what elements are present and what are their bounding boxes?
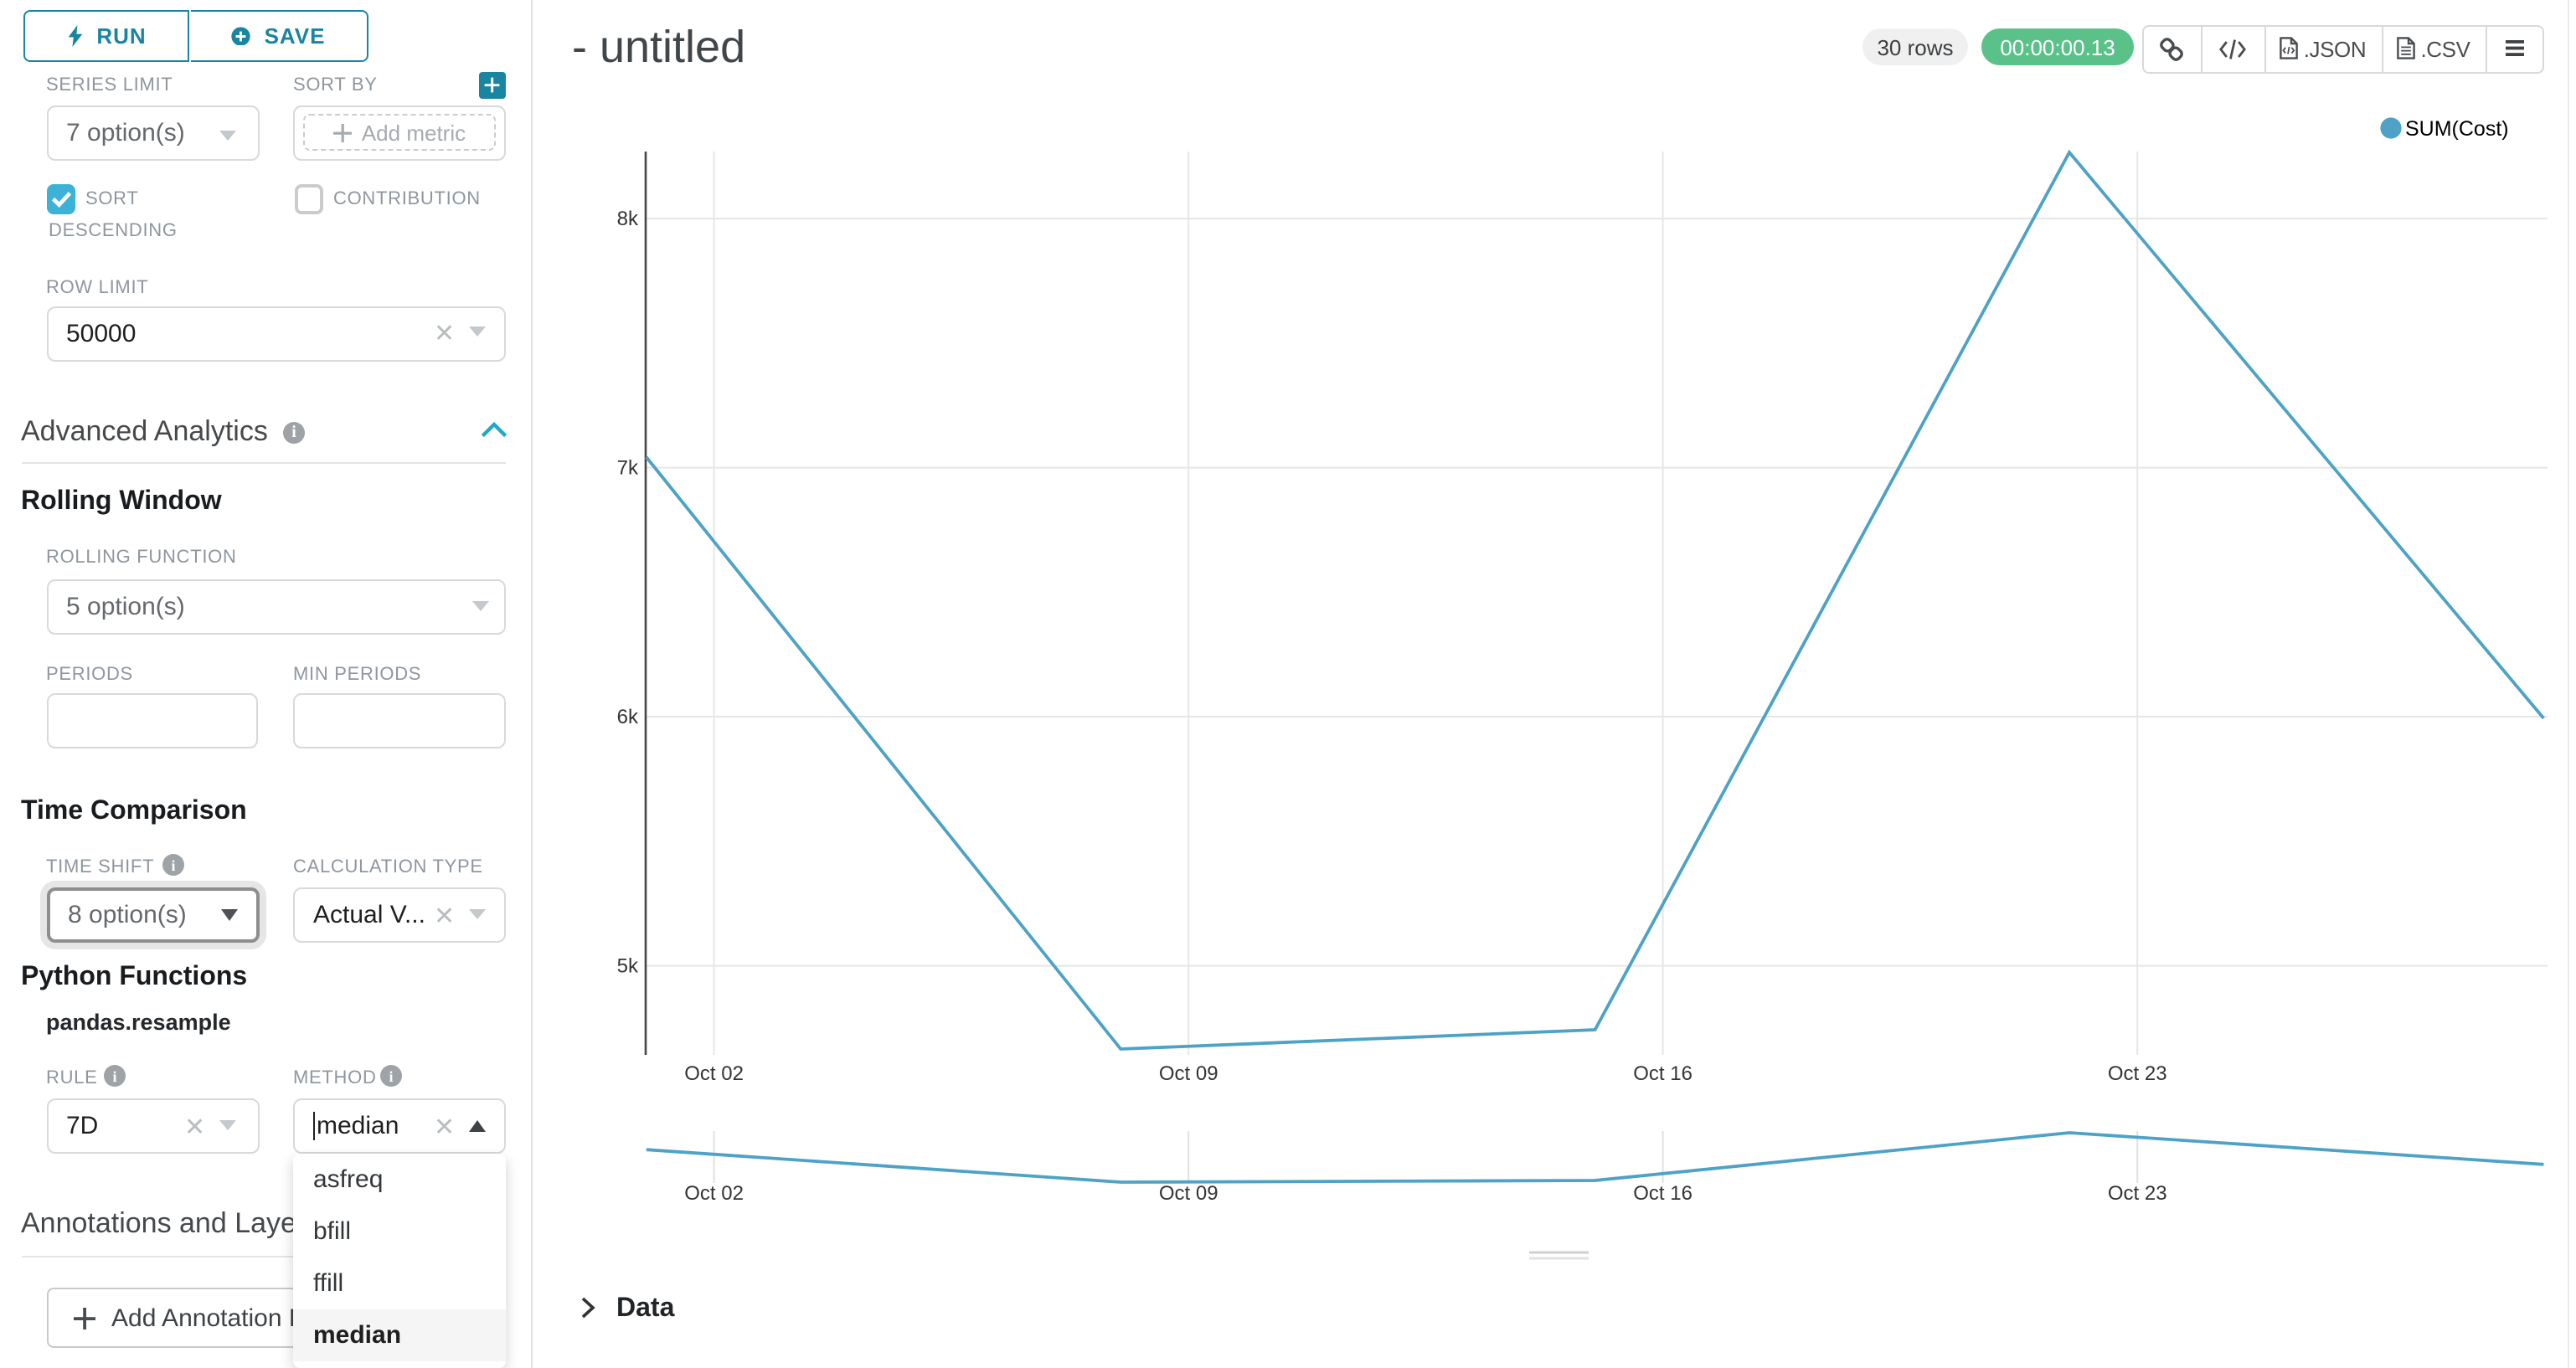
svg-text:Oct 23: Oct 23 — [2108, 1182, 2167, 1205]
svg-text:SUM(Cost): SUM(Cost) — [2405, 117, 2509, 141]
svg-text:8k: 8k — [617, 208, 639, 230]
svg-text:Oct 02: Oct 02 — [684, 1182, 744, 1205]
svg-text:Oct 16: Oct 16 — [1633, 1062, 1692, 1085]
svg-text:Oct 09: Oct 09 — [1159, 1182, 1218, 1205]
svg-text:7k: 7k — [617, 457, 639, 480]
svg-text:Oct 02: Oct 02 — [684, 1062, 744, 1085]
svg-text:Oct 23: Oct 23 — [2108, 1062, 2167, 1085]
svg-text:Oct 09: Oct 09 — [1159, 1062, 1218, 1085]
svg-text:5k: 5k — [617, 955, 639, 978]
svg-text:6k: 6k — [617, 706, 639, 728]
svg-text:Oct 16: Oct 16 — [1633, 1182, 1692, 1205]
